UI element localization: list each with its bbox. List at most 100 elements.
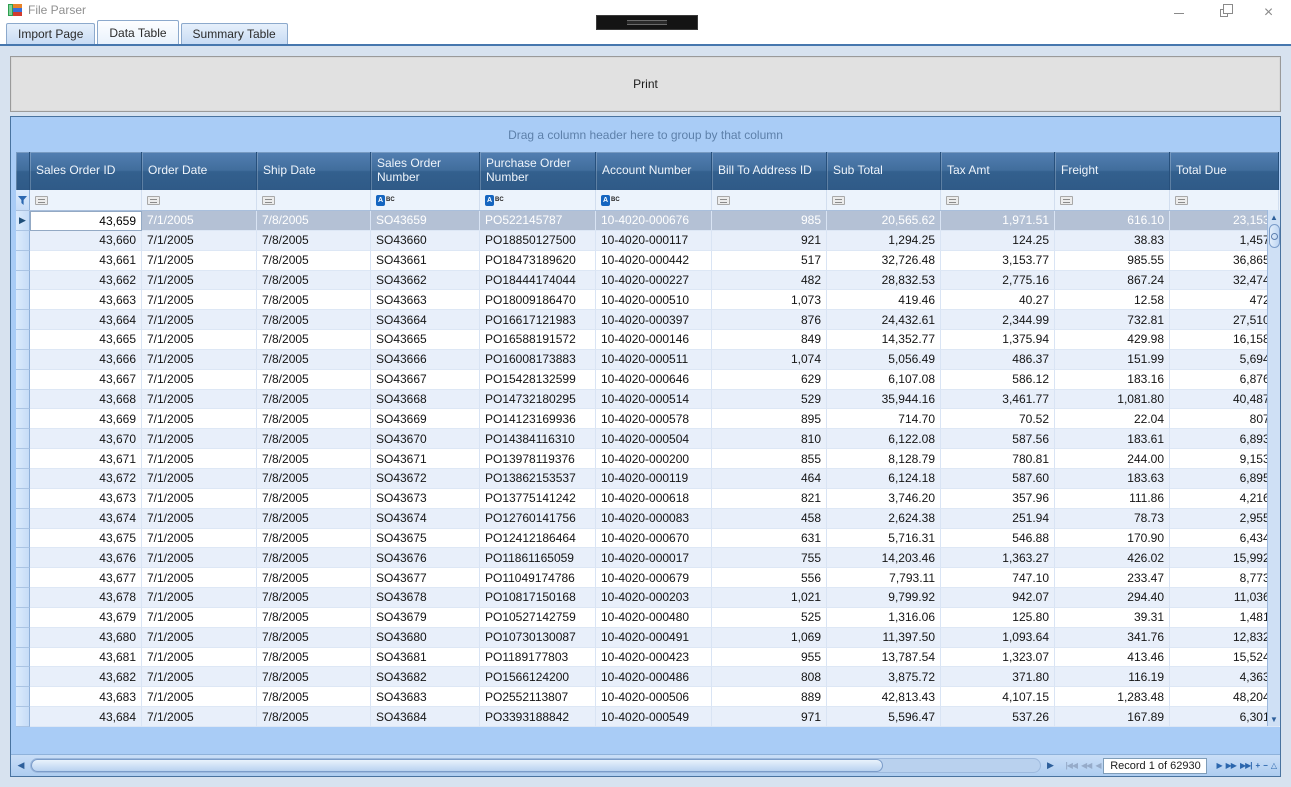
column-header-account-number[interactable]: Account Number [596, 152, 712, 190]
column-header-order-date[interactable]: Order Date [142, 152, 257, 190]
table-row[interactable]: 43,661 7/1/2005 7/8/2005 SO43661 PO184731896… [16, 250, 1280, 271]
cell[interactable]: 714.70 [827, 409, 941, 430]
cell[interactable]: 7/1/2005 [142, 389, 257, 410]
cell[interactable]: 7/8/2005 [257, 429, 371, 450]
cell[interactable]: PO10730130087 [480, 627, 596, 648]
tab-summary-table[interactable]: Summary Table [180, 23, 288, 44]
cell[interactable]: 7/8/2005 [257, 270, 371, 291]
cell[interactable]: 43,672 [30, 468, 142, 489]
cell[interactable]: 616.10 [1055, 211, 1170, 231]
cell[interactable]: SO43668 [371, 389, 480, 410]
cell[interactable]: 9,153. [1170, 449, 1279, 469]
cell[interactable]: 7/1/2005 [142, 667, 257, 688]
cell[interactable]: 7/1/2005 [142, 330, 257, 350]
cell[interactable]: 251.94 [941, 508, 1055, 529]
cell[interactable]: PO16588191572 [480, 330, 596, 350]
cell[interactable]: 1,375.94 [941, 330, 1055, 350]
table-row[interactable]: 43,667 7/1/2005 7/8/2005 SO43667 PO154281325… [16, 369, 1280, 390]
cell[interactable]: PO13775141242 [480, 488, 596, 509]
cell[interactable]: PO11049174786 [480, 568, 596, 589]
cell[interactable]: 7/1/2005 [142, 369, 257, 390]
cell[interactable]: 2,955. [1170, 508, 1279, 529]
cell[interactable]: 556 [712, 568, 827, 589]
minimize-button[interactable] [1156, 0, 1201, 26]
cell[interactable]: 28,832.53 [827, 270, 941, 291]
cell[interactable]: 43,666 [30, 349, 142, 370]
cell[interactable]: SO43675 [371, 528, 480, 549]
cell[interactable]: PO12760141756 [480, 508, 596, 529]
cell[interactable]: 587.56 [941, 429, 1055, 450]
cell[interactable]: SO43678 [371, 588, 480, 608]
table-row[interactable]: 43,664 7/1/2005 7/8/2005 SO43664 PO166171219… [16, 310, 1280, 331]
cell[interactable]: PO1189177803 [480, 647, 596, 668]
cell[interactable]: 10-4020-000083 [596, 508, 712, 529]
cell[interactable]: PO522145787 [480, 211, 596, 231]
cell[interactable]: 371.80 [941, 667, 1055, 688]
cell[interactable]: 10-4020-000203 [596, 588, 712, 608]
cell[interactable]: 43,671 [30, 449, 142, 469]
table-row[interactable]: 43,673 7/1/2005 7/8/2005 SO43673 PO137751412… [16, 488, 1280, 509]
cell[interactable]: 7/1/2005 [142, 449, 257, 469]
cell[interactable]: 43,682 [30, 667, 142, 688]
cell[interactable]: SO43672 [371, 468, 480, 489]
nav-next-page-button[interactable]: ▶▶ [1225, 761, 1237, 770]
cell[interactable]: 233.47 [1055, 568, 1170, 589]
cell[interactable]: 942.07 [941, 588, 1055, 608]
print-button[interactable]: Print [10, 56, 1281, 112]
table-row[interactable]: 43,680 7/1/2005 7/8/2005 SO43680 PO107301300… [16, 627, 1280, 648]
cell[interactable]: 22.04 [1055, 409, 1170, 430]
cell[interactable]: 7/1/2005 [142, 707, 257, 727]
table-row[interactable]: 43,677 7/1/2005 7/8/2005 SO43677 PO110491747… [16, 568, 1280, 589]
cell[interactable]: 43,659 [30, 211, 142, 231]
cell[interactable]: 7/1/2005 [142, 588, 257, 608]
cell[interactable]: 426.02 [1055, 548, 1170, 569]
nav-next-button[interactable]: ▶ [1216, 761, 1222, 770]
cell[interactable]: 43,684 [30, 707, 142, 727]
cell[interactable]: SO43676 [371, 548, 480, 569]
cell[interactable]: PO18444174044 [480, 270, 596, 291]
horizontal-scroll-track[interactable] [30, 758, 1042, 773]
cell[interactable]: 116.19 [1055, 667, 1170, 688]
column-header-freight[interactable]: Freight [1055, 152, 1170, 190]
cell[interactable]: 7/8/2005 [257, 250, 371, 271]
cell[interactable]: 7/8/2005 [257, 687, 371, 708]
cell[interactable]: SO43669 [371, 409, 480, 430]
scroll-left-icon[interactable]: ◀ [17, 760, 25, 770]
cell[interactable]: 48,204. [1170, 687, 1279, 708]
cell[interactable]: 971 [712, 707, 827, 727]
cell[interactable]: 755 [712, 548, 827, 569]
cell[interactable]: 124.25 [941, 230, 1055, 251]
cell[interactable]: 732.81 [1055, 310, 1170, 331]
cell[interactable]: PO14384116310 [480, 429, 596, 450]
cell[interactable]: 27,510. [1170, 310, 1279, 331]
cell[interactable]: 985 [712, 211, 827, 231]
cell[interactable]: 43,676 [30, 548, 142, 569]
cell[interactable]: 10-4020-000480 [596, 607, 712, 628]
table-row[interactable]: 43,662 7/1/2005 7/8/2005 SO43662 PO184441740… [16, 270, 1280, 291]
cell[interactable]: 7/8/2005 [257, 508, 371, 529]
cell[interactable]: 4,107.15 [941, 687, 1055, 708]
cell[interactable]: 43,674 [30, 508, 142, 529]
cell[interactable]: SO43662 [371, 270, 480, 291]
cell[interactable]: SO43663 [371, 290, 480, 311]
cell[interactable]: 525 [712, 607, 827, 628]
cell[interactable]: 6,107.08 [827, 369, 941, 390]
nav-prev-button[interactable]: ◀ [1095, 761, 1101, 770]
cell[interactable]: 43,664 [30, 310, 142, 331]
cell[interactable]: 7/8/2005 [257, 330, 371, 350]
cell[interactable]: 7/8/2005 [257, 707, 371, 727]
cell[interactable]: 24,432.61 [827, 310, 941, 331]
cell[interactable]: 7/8/2005 [257, 389, 371, 410]
cell[interactable]: 43,667 [30, 369, 142, 390]
cell[interactable]: 537.26 [941, 707, 1055, 727]
cell[interactable]: 11,036. [1170, 588, 1279, 608]
cell[interactable]: 4,363. [1170, 667, 1279, 688]
cell[interactable]: 808 [712, 667, 827, 688]
cell[interactable]: 867.24 [1055, 270, 1170, 291]
cell[interactable]: 419.46 [827, 290, 941, 311]
filter-cell-8[interactable] [827, 190, 941, 210]
cell[interactable]: 6,301. [1170, 707, 1279, 727]
close-button[interactable]: × [1263, 4, 1274, 21]
cell[interactable]: 10-4020-000423 [596, 647, 712, 668]
filter-cell-6[interactable]: A BC [596, 190, 712, 210]
